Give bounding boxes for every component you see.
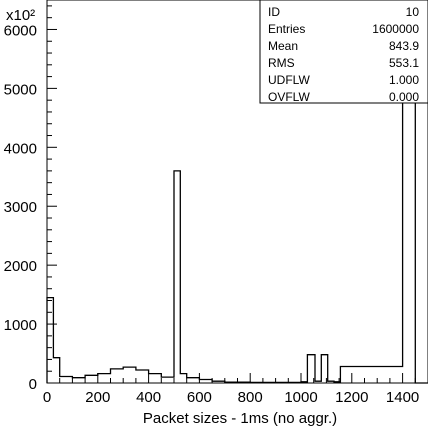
- x-tick-label: 800: [238, 389, 263, 406]
- x-tick-label: 200: [85, 389, 110, 406]
- stats-row-label: ID: [268, 5, 280, 19]
- y-tick-label: 0: [29, 376, 37, 393]
- stats-row-label: Mean: [268, 39, 298, 53]
- stats-row-label: UDFLW: [268, 73, 310, 87]
- stats-row-value: 1600000: [372, 22, 419, 36]
- x-tick-label: 1000: [284, 389, 317, 406]
- stats-row-label: Entries: [268, 22, 305, 36]
- y-axis-ticks: 0 1000 2000 3000 4000 5000 6000: [4, 5, 57, 393]
- stats-row-value: 0.000: [389, 90, 419, 104]
- y-tick-label: 1000: [4, 317, 37, 334]
- y-tick-label: 3000: [4, 199, 37, 216]
- y-tick-label: 5000: [4, 81, 37, 98]
- stats-box: ID 10 Entries 1600000 Mean 843.9 RMS 553.1 UDFLW…: [259, 0, 428, 104]
- x-tick-label: 1200: [335, 389, 368, 406]
- stats-row-value: 843.9: [389, 39, 419, 53]
- stats-row-value: 553.1: [389, 56, 419, 70]
- stats-rows: ID 10 Entries 1600000 Mean 843.9 RMS 553.1 UDFLW…: [268, 5, 419, 104]
- y-multiplier-label: x10²: [6, 7, 35, 24]
- x-axis-label: Packet sizes - 1ms (no aggr.): [143, 410, 337, 426]
- histogram-series: [46, 19, 428, 384]
- x-tick-label: 400: [136, 389, 161, 406]
- stats-row-label: RMS: [268, 56, 295, 70]
- stats-row-value: 1.000: [389, 73, 419, 87]
- y-tick-label: 6000: [4, 22, 37, 39]
- stats-box-frame: [259, 0, 428, 104]
- stats-row-label: OVFLW: [268, 90, 310, 104]
- y-tick-label: 4000: [4, 140, 37, 157]
- x-axis-ticks: 0 200 400 600 800 1000 1200 1400: [43, 373, 428, 406]
- x-tick-label: 0: [43, 389, 51, 406]
- stats-row-value: 10: [406, 5, 420, 19]
- x-tick-label: 1400: [386, 389, 419, 406]
- x-tick-label: 600: [187, 389, 212, 406]
- y-tick-label: 2000: [4, 258, 37, 275]
